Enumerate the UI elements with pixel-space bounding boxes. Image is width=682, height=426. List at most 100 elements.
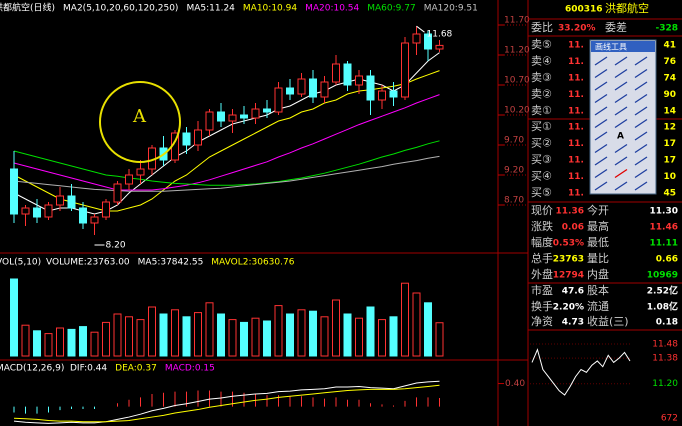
tool-icon[interactable] bbox=[594, 68, 608, 79]
book-volume: 17 bbox=[663, 156, 676, 166]
candle-body bbox=[355, 75, 363, 86]
candle-body bbox=[79, 207, 87, 224]
high-marker: 11.68 bbox=[427, 30, 453, 40]
candle-body bbox=[21, 207, 30, 215]
toolbar-titlebar bbox=[591, 41, 655, 52]
candle-body bbox=[424, 33, 432, 50]
y-tick-label: 10.20 bbox=[504, 106, 530, 116]
tool-icon[interactable] bbox=[614, 181, 628, 191]
tool-icon[interactable] bbox=[594, 81, 608, 91]
candle-body bbox=[263, 108, 271, 113]
high-arrow bbox=[416, 25, 425, 33]
candle-body bbox=[435, 44, 444, 50]
tool-icon[interactable] bbox=[614, 168, 628, 179]
candle-body bbox=[125, 174, 133, 185]
tool-icon[interactable] bbox=[634, 168, 648, 179]
tool-icon[interactable] bbox=[634, 81, 648, 91]
stat-label: 内盘 bbox=[587, 267, 609, 281]
tool-icon[interactable] bbox=[614, 143, 628, 154]
volume-bar bbox=[194, 312, 202, 357]
tool-icon[interactable] bbox=[614, 156, 628, 166]
y-tick-label: 8.70 bbox=[504, 196, 524, 206]
candle-body bbox=[366, 75, 375, 101]
stat-label: 量比 bbox=[587, 252, 609, 265]
candle-body bbox=[389, 90, 398, 98]
book-label: 卖① bbox=[531, 104, 552, 117]
stat-value: 11.36 bbox=[556, 207, 584, 217]
tool-icon[interactable] bbox=[594, 181, 608, 191]
tool-icon[interactable] bbox=[634, 118, 648, 129]
volume-bar bbox=[240, 321, 248, 357]
tool-icon[interactable] bbox=[634, 143, 648, 154]
tool-text[interactable]: A bbox=[617, 132, 624, 142]
tool-icon[interactable] bbox=[634, 56, 648, 66]
draw-toolbar[interactable]: 画线工具 A bbox=[589, 39, 657, 195]
volume-bar bbox=[332, 299, 340, 357]
book-label: 卖④ bbox=[531, 55, 552, 68]
candle-body bbox=[343, 63, 352, 86]
tool-icon[interactable] bbox=[614, 93, 628, 104]
volume-bar bbox=[136, 319, 145, 357]
macd-header: MACD(12,26,9) bbox=[0, 364, 64, 374]
ma-line bbox=[13, 140, 440, 186]
volume-bar bbox=[251, 317, 260, 357]
stat-value: 2.20% bbox=[553, 303, 584, 313]
volume-bar bbox=[79, 326, 87, 357]
stat-value: 0.53% bbox=[553, 239, 584, 249]
tool-icon[interactable] bbox=[614, 118, 628, 129]
tool-icon[interactable] bbox=[594, 106, 608, 116]
tool-icon[interactable] bbox=[594, 118, 608, 129]
volume-bar bbox=[355, 317, 363, 357]
volume-bar bbox=[286, 313, 294, 357]
tool-icon[interactable] bbox=[614, 81, 628, 91]
label: 委比 bbox=[531, 21, 553, 34]
book-price: 11. bbox=[568, 172, 584, 182]
book-label: 买④ bbox=[531, 170, 552, 183]
stat-label: 幅度 bbox=[531, 235, 553, 249]
book-volume: 10 bbox=[663, 172, 676, 182]
y-tick-label: 10.70 bbox=[504, 76, 530, 86]
volume-bar bbox=[389, 316, 398, 357]
candle-body bbox=[182, 132, 191, 146]
stock-code: 600316 bbox=[565, 5, 603, 15]
book-volume: 45 bbox=[663, 189, 676, 199]
y-tick-label: 9.70 bbox=[504, 136, 524, 146]
candle-body bbox=[102, 201, 110, 218]
tool-icon[interactable] bbox=[634, 131, 648, 141]
candle-body bbox=[412, 33, 421, 44]
tool-icon[interactable] bbox=[614, 56, 628, 66]
volume-bar bbox=[125, 316, 133, 357]
tool-icon[interactable] bbox=[634, 106, 648, 116]
candle-body bbox=[228, 114, 237, 122]
volume-bar bbox=[435, 322, 444, 357]
tool-icon[interactable] bbox=[594, 131, 608, 141]
tool-icon[interactable] bbox=[614, 68, 628, 79]
stat-value: 10969 bbox=[647, 271, 678, 281]
tool-icon[interactable] bbox=[614, 106, 628, 116]
volume-bar bbox=[171, 309, 179, 357]
tool-icon[interactable] bbox=[634, 156, 648, 166]
tool-icon[interactable] bbox=[594, 143, 608, 154]
ratio: 33.20% bbox=[558, 24, 596, 34]
low-marker: 8.20 bbox=[106, 241, 126, 251]
volume-bar bbox=[10, 278, 18, 357]
volume-bar bbox=[44, 333, 53, 357]
candle-body bbox=[33, 207, 41, 218]
book-label: 买③ bbox=[531, 153, 552, 166]
tool-icon[interactable] bbox=[634, 93, 648, 104]
tool-icon[interactable] bbox=[634, 68, 648, 79]
volume-bar bbox=[228, 319, 237, 357]
tool-icon[interactable] bbox=[594, 93, 608, 104]
book-volume: 12 bbox=[663, 123, 676, 133]
book-volume: 74 bbox=[663, 74, 676, 84]
candle-body bbox=[44, 204, 53, 218]
book-price: 11. bbox=[568, 189, 584, 199]
tool-icon[interactable] bbox=[594, 168, 608, 179]
tool-icon[interactable] bbox=[594, 56, 608, 66]
volume-label: 672 bbox=[661, 414, 678, 424]
tool-icon[interactable] bbox=[594, 156, 608, 166]
ma-line bbox=[13, 94, 440, 191]
volume-bar bbox=[366, 306, 375, 357]
tool-icon[interactable] bbox=[634, 181, 648, 191]
